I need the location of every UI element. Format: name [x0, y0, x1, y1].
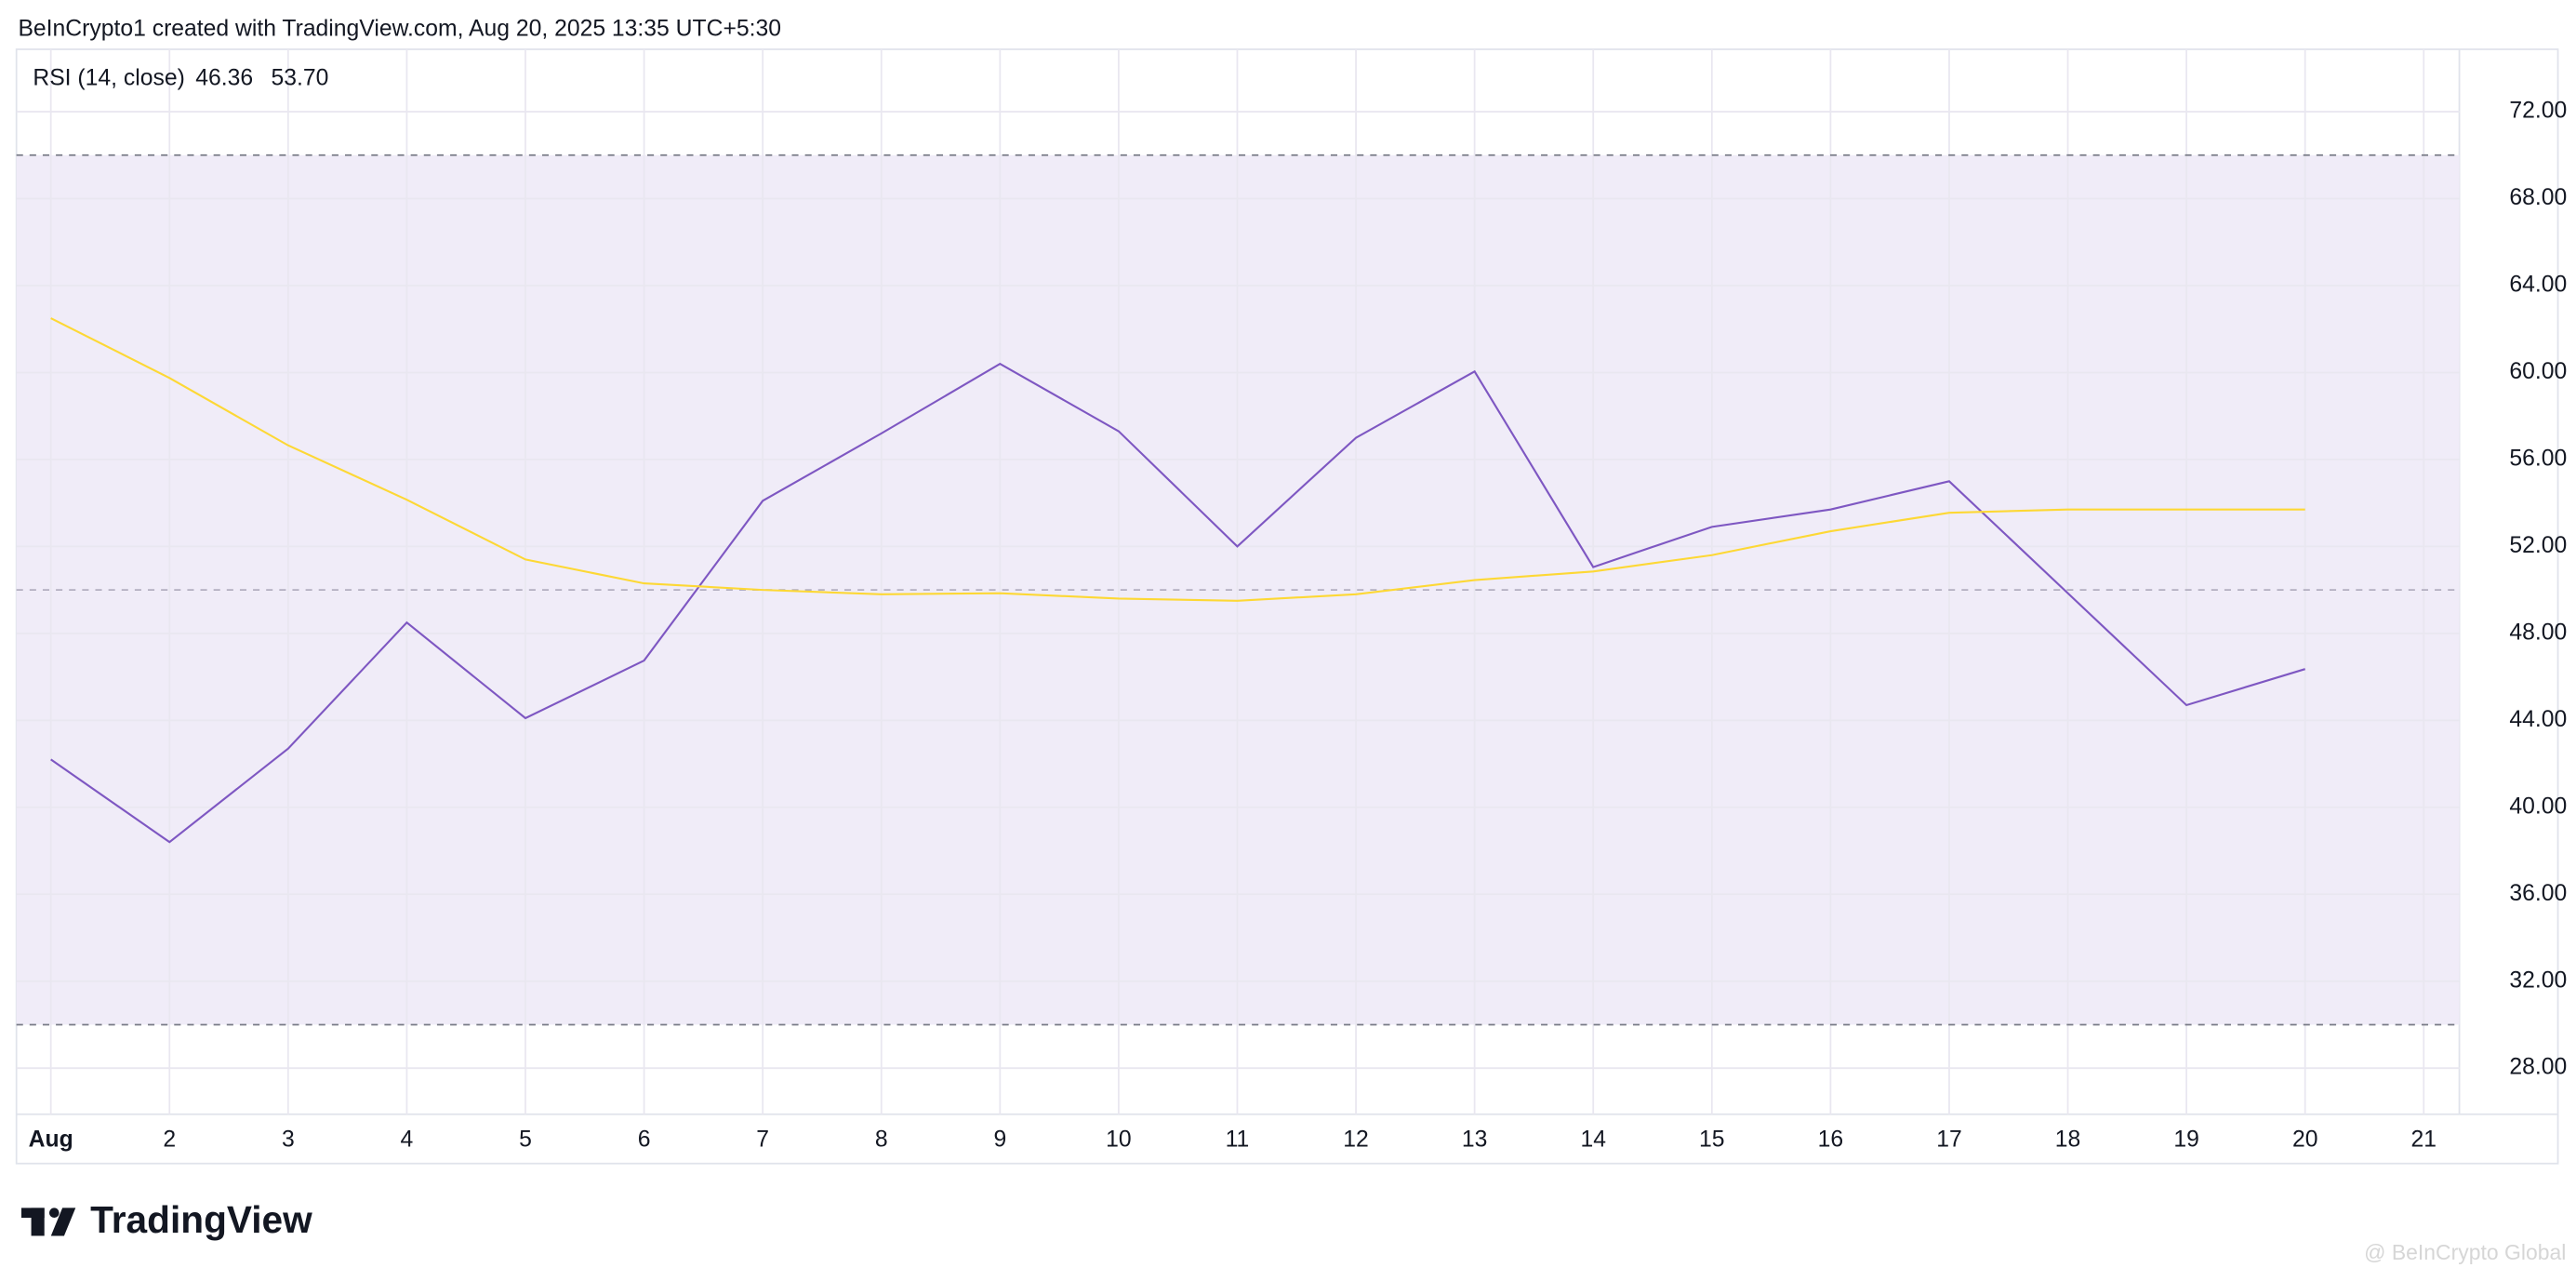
- x-tick-label: 17: [1936, 1128, 1962, 1153]
- y-tick-label: 40.00: [2509, 794, 2567, 819]
- series-line: [50, 362, 2306, 844]
- y-tick-label: 64.00: [2509, 273, 2567, 298]
- y-tick-label: 60.00: [2509, 359, 2567, 384]
- x-tick-label: 21: [2411, 1128, 2437, 1153]
- x-tick-label: 12: [1343, 1128, 1369, 1153]
- logo-icon: [20, 1208, 76, 1236]
- x-tick-label: 5: [519, 1128, 532, 1153]
- y-tick-label: 52.00: [2509, 533, 2567, 558]
- x-tick-label: 11: [1226, 1128, 1250, 1153]
- x-tick-label: 13: [1462, 1128, 1488, 1153]
- x-tick-label: 6: [638, 1128, 651, 1153]
- watermark: @ BeInCrypto Global: [2364, 1240, 2566, 1264]
- y-tick-label: 48.00: [2509, 620, 2567, 645]
- y-tick-label: 28.00: [2509, 1055, 2567, 1080]
- y-tick-label: 32.00: [2509, 967, 2567, 993]
- header-title: BeInCrypto1 created with TradingView.com…: [18, 16, 781, 41]
- x-tick-label: 18: [2055, 1128, 2081, 1153]
- x-tick-label: 14: [1580, 1128, 1606, 1153]
- x-tick-label: 9: [993, 1128, 1006, 1153]
- legend-value: 46.36: [195, 65, 253, 90]
- y-tick-label: 56.00: [2509, 446, 2567, 471]
- x-tick-label: 2: [163, 1128, 176, 1153]
- y-tick-label: 72.00: [2509, 99, 2567, 124]
- x-tick-label: 3: [282, 1128, 295, 1153]
- y-tick-label: 44.00: [2509, 707, 2567, 732]
- plot: [16, 48, 2460, 1114]
- y-tick-label: 68.00: [2509, 185, 2567, 210]
- y-tick-label: 36.00: [2509, 881, 2567, 906]
- logo-text: TradingView: [90, 1198, 312, 1241]
- x-tick-label: 20: [2292, 1128, 2318, 1153]
- x-tick-label: 19: [2173, 1128, 2199, 1153]
- series-line: [50, 317, 2305, 602]
- x-tick-label: 16: [1818, 1128, 1844, 1153]
- x-tick-label: 8: [875, 1128, 888, 1153]
- x-tick-label: 4: [401, 1128, 414, 1153]
- x-tick-label: 7: [756, 1128, 769, 1153]
- legend-title: RSI (14, close): [33, 65, 184, 90]
- x-tick-label: 10: [1106, 1128, 1131, 1153]
- legend-value: 53.70: [271, 65, 328, 90]
- x-tick-label: Aug: [29, 1128, 73, 1153]
- x-tick-label: 15: [1699, 1128, 1725, 1153]
